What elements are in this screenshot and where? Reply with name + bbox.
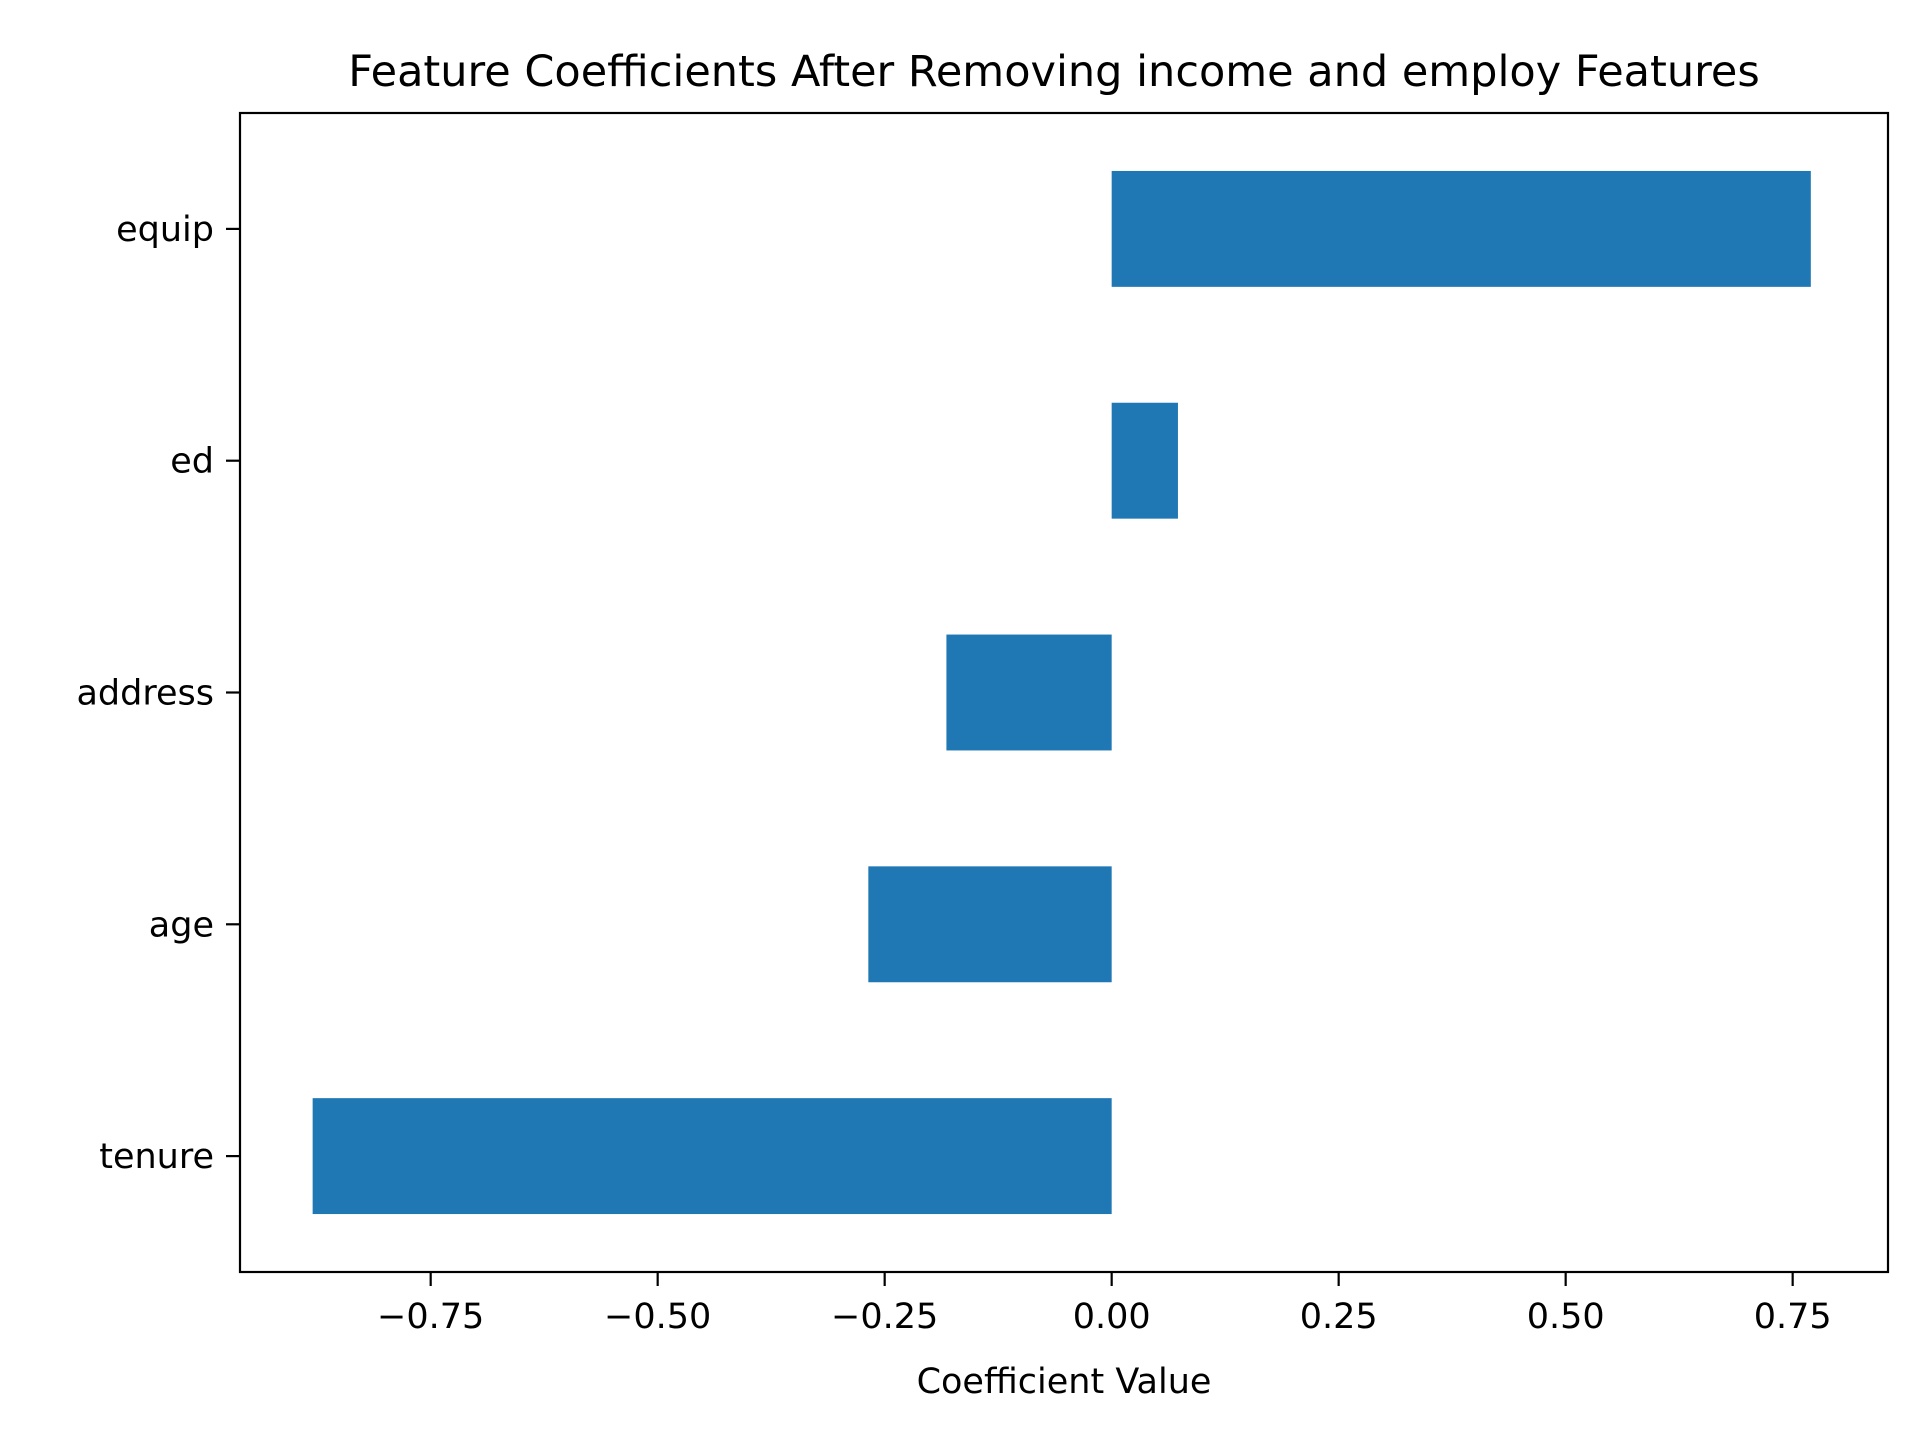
x-tick-label-3: 0.00: [1073, 1297, 1151, 1337]
y-tick-label-equip: equip: [116, 210, 214, 250]
y-tick-label-ed: ed: [170, 442, 214, 482]
y-tick-label-address: address: [76, 674, 214, 714]
x-tick-label-6: 0.75: [1754, 1297, 1832, 1337]
bar-age: [868, 866, 1112, 983]
bars-group: [312, 170, 1811, 1215]
x-axis-label: Coefficient Value: [917, 1362, 1212, 1402]
x-tick-label-0: −0.75: [377, 1297, 484, 1337]
y-tick-label-tenure: tenure: [99, 1137, 214, 1177]
x-tick-label-5: 0.50: [1527, 1297, 1605, 1337]
bar-equip: [1111, 170, 1811, 287]
bar-ed: [1111, 402, 1178, 519]
chart-title: Feature Coefficients After Removing inco…: [348, 47, 1760, 97]
x-axis: −0.75 −0.50 −0.25 0.00 0.25 0.50 0.75: [377, 1272, 1832, 1337]
bar-address: [946, 634, 1112, 751]
x-tick-label-1: −0.50: [604, 1297, 711, 1337]
x-tick-label-4: 0.25: [1300, 1297, 1378, 1337]
bar-tenure: [312, 1098, 1112, 1215]
y-tick-label-age: age: [149, 905, 214, 945]
x-tick-label-2: −0.25: [831, 1297, 938, 1337]
y-axis: equip ed address age tenure: [76, 210, 240, 1177]
